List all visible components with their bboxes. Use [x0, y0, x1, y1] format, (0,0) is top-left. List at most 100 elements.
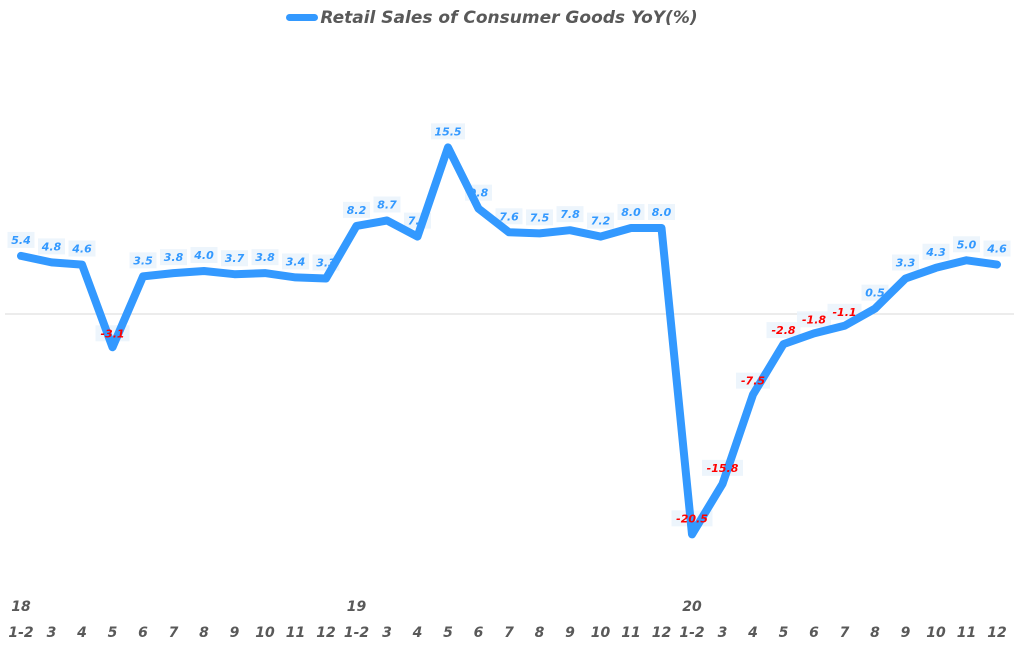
- data-label-background: [495, 208, 523, 225]
- x-tick-label: 4: [76, 625, 87, 641]
- data-label-background: [68, 240, 96, 257]
- data-label-background: [221, 250, 248, 267]
- x-tick-label: 4: [412, 625, 423, 641]
- x-tick-label: 8: [870, 625, 880, 641]
- x-tick-label: 3: [47, 625, 57, 641]
- x-tick-label: 3: [718, 625, 728, 641]
- data-label: 3.7: [225, 252, 245, 265]
- data-label-background: [190, 247, 218, 263]
- x-tick-label: 4: [747, 625, 758, 641]
- data-label-background: [797, 311, 831, 328]
- data-label: -3.1: [100, 327, 124, 340]
- x-tick-label: 6: [474, 625, 484, 641]
- data-label-background: [160, 249, 187, 266]
- x-tick-label: 7: [504, 625, 514, 641]
- data-label: -7.5: [741, 375, 765, 388]
- x-axis: 1-2 3 4 5 6 7 8 9 10 11 12 1-2 3 4 5 6 7 8 9 10 11 12 1-2 3 4 5 6 7…: [8, 599, 1006, 641]
- data-label: 7.2: [408, 215, 428, 228]
- data-label: 5.0: [957, 238, 977, 251]
- data-label: 3.5: [133, 254, 153, 267]
- x-tick-label: 3: [382, 625, 392, 641]
- x-tick-label: 7: [840, 625, 850, 641]
- data-label: 15.5: [434, 125, 461, 138]
- data-label: 3.8: [164, 251, 184, 264]
- data-label-background: [648, 204, 675, 220]
- data-label-background: [983, 240, 1011, 257]
- data-label-background: [892, 254, 919, 271]
- data-label: -2.8: [771, 324, 795, 337]
- x-tick-label: 12: [987, 625, 1006, 641]
- x-tick-label: 1-2: [679, 625, 704, 641]
- data-label-background: [587, 212, 614, 229]
- x-tick-label: 10: [591, 625, 611, 641]
- x-tick-label: 8: [535, 625, 545, 641]
- x-tick-label: 11: [621, 625, 640, 641]
- data-label-background: [556, 206, 584, 223]
- x-year-label: 20: [682, 599, 702, 615]
- series-line: [17, 143, 1001, 539]
- data-label: 4.6: [71, 243, 92, 256]
- x-tick-label: 7: [169, 625, 179, 641]
- x-tick-label: 10: [926, 625, 946, 641]
- data-label-background: [38, 238, 65, 255]
- data-label: 4.0: [193, 249, 214, 262]
- data-label-background: [343, 201, 370, 218]
- data-label: -1.8: [802, 313, 826, 326]
- x-tick-label: 1-2: [8, 625, 33, 641]
- legend-label: Retail Sales of Consumer Goods YoY(%): [320, 7, 698, 28]
- x-tick-label: 12: [316, 625, 335, 641]
- x-tick-label: 9: [230, 625, 240, 641]
- data-label: 8.0: [621, 206, 641, 219]
- data-label: 8.2: [347, 204, 367, 217]
- x-tick-label: 9: [901, 625, 911, 641]
- data-label: 3.8: [255, 251, 275, 264]
- x-tick-label: 1-2: [344, 625, 369, 641]
- legend-line-swatch-icon: [286, 14, 319, 21]
- data-label: -20.5: [676, 512, 708, 525]
- data-label: 3.4: [286, 255, 306, 268]
- chart-legend: Retail Sales of Consumer Goods YoY(%): [0, 6, 1024, 28]
- data-labels: [7, 123, 1011, 527]
- x-tick-label: 12: [652, 625, 671, 641]
- data-label: 4.8: [41, 240, 62, 253]
- x-tick-label: 5: [108, 625, 118, 641]
- data-label: 5.4: [11, 234, 31, 247]
- x-tick-label: 6: [138, 625, 148, 641]
- data-label: 0.5: [865, 287, 885, 300]
- data-label-background: [7, 231, 35, 248]
- x-tick-label: 11: [286, 625, 305, 641]
- data-label-texts: 5.4 4.8 4.6 -3.1 3.5 3.8 4.0 3.7 3.8 3.4 3.3 8.2 8.7…: [11, 125, 1007, 525]
- x-tick-label: 6: [809, 625, 819, 641]
- data-label: 7.6: [499, 210, 519, 223]
- data-label-background: [766, 322, 801, 339]
- data-label-background: [282, 253, 309, 270]
- data-label: -1.1: [832, 306, 856, 319]
- data-label: 7.5: [530, 211, 550, 224]
- data-label-background: [827, 303, 862, 320]
- data-label: 7.2: [591, 215, 611, 228]
- x-tick-label: 10: [255, 625, 275, 641]
- x-year-label: 18: [11, 599, 31, 615]
- data-label: 8.7: [377, 198, 397, 211]
- data-label-background: [617, 204, 645, 220]
- data-label: 3.3: [896, 257, 916, 270]
- data-label-background: [526, 209, 553, 226]
- data-label-background: [953, 236, 980, 253]
- x-tick-label: 11: [957, 625, 976, 641]
- data-label: 8.0: [652, 206, 672, 219]
- x-tick-label: 9: [565, 625, 575, 641]
- x-tick-label: 5: [779, 625, 789, 641]
- data-label-background: [373, 196, 401, 213]
- data-label: 7.8: [560, 208, 580, 221]
- data-label: 9.8: [469, 187, 489, 200]
- data-label: -15.8: [707, 462, 739, 475]
- data-label-background: [129, 252, 157, 269]
- x-tick-label: 5: [443, 625, 453, 641]
- x-tick-label: 8: [199, 625, 209, 641]
- x-year-label: 19: [347, 599, 367, 615]
- data-label-background: [922, 243, 950, 260]
- data-label-background: [251, 249, 279, 266]
- data-label-background: [431, 123, 465, 140]
- data-label: 4.6: [986, 243, 1007, 256]
